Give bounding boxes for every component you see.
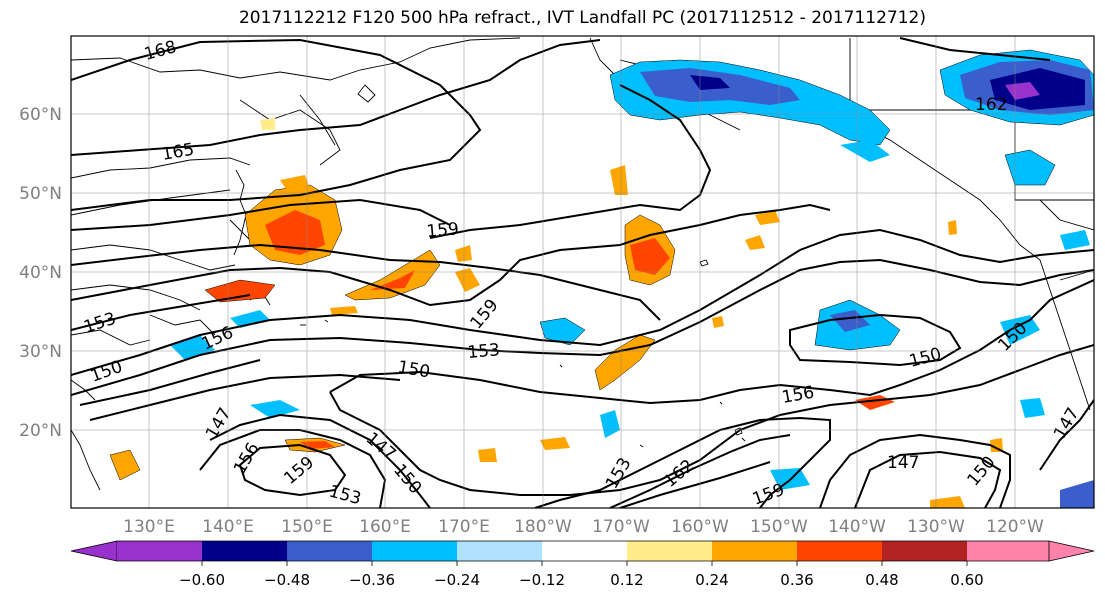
lon-label: 150°W — [750, 517, 808, 537]
colorbar-segment — [202, 541, 287, 561]
colorbar-segment — [797, 541, 882, 561]
colorbar-segment — [117, 541, 202, 561]
colorbar-tick-label: −0.12 — [519, 571, 565, 589]
contour-label: 147 — [1050, 404, 1084, 442]
graticule — [71, 36, 1094, 508]
colorbar-extend-low — [70, 540, 118, 562]
lon-label: 120°W — [986, 517, 1044, 537]
colorbar-segment — [967, 541, 1049, 561]
contour-label: 147 — [202, 404, 236, 442]
colorbar-segment — [457, 541, 542, 561]
contour-label: 150 — [396, 357, 431, 382]
map-frame — [70, 35, 1095, 509]
lat-label: 20°N — [19, 421, 62, 441]
colorbar-segment — [287, 541, 372, 561]
colorbar-tick-label: 0.24 — [695, 571, 728, 589]
contour-label: 159 — [280, 453, 318, 489]
contour-label: 165 — [160, 140, 195, 165]
contour-labels: 168 165 162 159 159 159 156 156 156 153 … — [81, 37, 1084, 510]
lat-labels: 60°N 50°N 40°N 30°N 20°N — [19, 105, 62, 441]
lon-label: 140°W — [828, 517, 886, 537]
lon-label: 180°W — [514, 517, 572, 537]
map-area: 168 165 162 159 159 159 156 156 156 153 … — [71, 36, 1094, 510]
lat-label: 60°N — [19, 105, 62, 125]
contour-label: 159 — [750, 480, 787, 510]
contour-label: 147 — [362, 429, 400, 465]
colorbar-segment — [627, 541, 712, 561]
lon-label: 150°E — [281, 517, 333, 537]
colorbar-segment — [372, 541, 457, 561]
colorbar-segment — [712, 541, 797, 561]
lon-label: 130°E — [123, 517, 175, 537]
colorbar-segment — [542, 541, 627, 561]
lon-label: 160°W — [671, 517, 729, 537]
lat-label: 30°N — [19, 342, 62, 362]
contour-label: 153 — [81, 309, 118, 338]
contour-label: 162 — [975, 95, 1007, 115]
colorbar: −0.60 −0.48 −0.36 −0.24 −0.12 0.12 0.24 … — [70, 540, 1095, 589]
map-title: 2017112212 F120 500 hPa refract., IVT La… — [238, 8, 926, 28]
contour-label: 156 — [780, 383, 815, 408]
lon-label: 170°E — [438, 517, 490, 537]
lon-label: 160°E — [359, 517, 411, 537]
lat-label: 50°N — [19, 184, 62, 204]
colorbar-tick-label: 0.12 — [610, 571, 643, 589]
colorbar-tick-label: 0.36 — [780, 571, 813, 589]
contour-label: 159 — [467, 295, 503, 333]
colorbar-tick-label: 0.48 — [865, 571, 898, 589]
colorbar-segment — [882, 541, 967, 561]
lat-label: 40°N — [19, 263, 62, 283]
lon-label: 140°E — [202, 517, 254, 537]
contour-label: 150 — [88, 357, 125, 387]
colorbar-tick-label: −0.60 — [179, 571, 225, 589]
lon-labels: 130°E 140°E 150°E 160°E 170°E 180°W 170°… — [123, 517, 1044, 537]
contour-label: 147 — [887, 453, 919, 473]
contour-label: 153 — [327, 482, 364, 510]
contour-label: 150 — [389, 460, 425, 498]
colorbar-tick-labels: −0.60 −0.48 −0.36 −0.24 −0.12 0.12 0.24 … — [179, 571, 984, 589]
colorbar-tick-label: −0.24 — [434, 571, 480, 589]
contour-label: 153 — [467, 340, 501, 363]
colorbar-tick-label: −0.36 — [349, 571, 395, 589]
colorbar-tick-label: −0.48 — [264, 571, 310, 589]
lon-label: 170°W — [592, 517, 650, 537]
colorbar-tick-label: 0.60 — [950, 571, 983, 589]
contour-label: 168 — [142, 37, 179, 65]
contour-label: 150 — [964, 452, 1000, 490]
contour-lines — [71, 37, 1094, 508]
lon-label: 130°W — [907, 517, 965, 537]
contour-label: 150 — [907, 344, 944, 372]
contour-label: 159 — [426, 219, 460, 242]
colorbar-extend-high — [1048, 540, 1095, 562]
